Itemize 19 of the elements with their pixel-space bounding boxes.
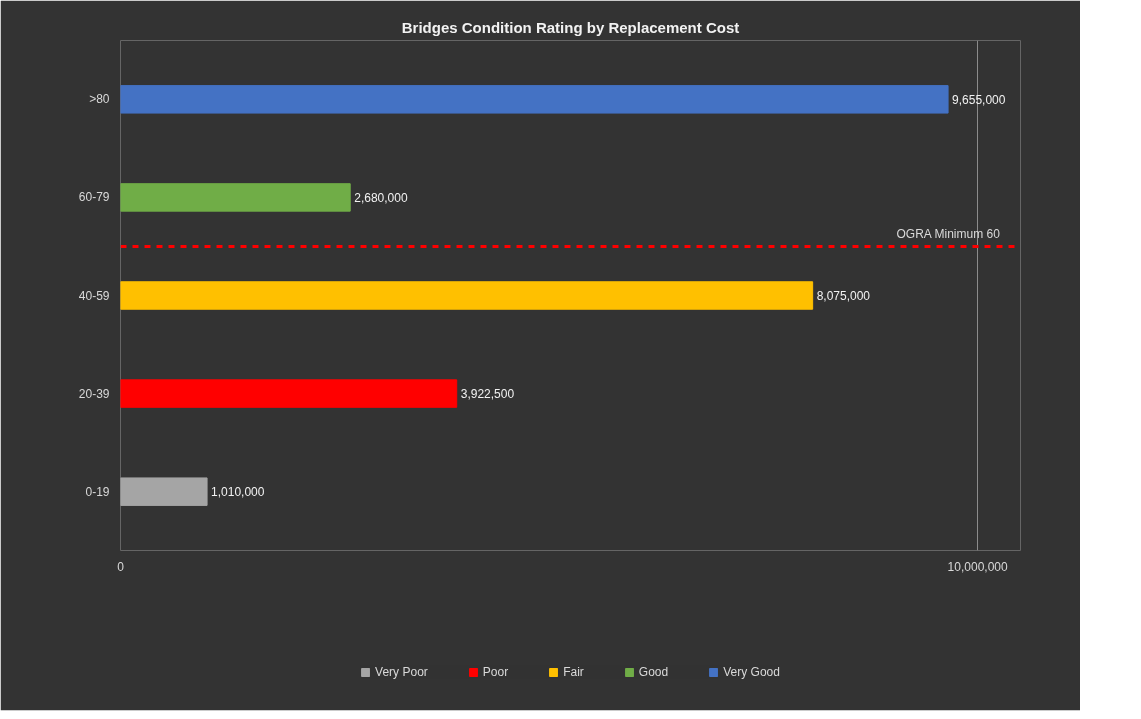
legend-label: Very Good — [723, 665, 780, 680]
legend-label: Fair — [563, 665, 584, 680]
y-tick-label: 0-19 — [85, 484, 110, 499]
chart-title: Bridges Condition Rating by Replacement Cost — [401, 18, 740, 36]
data-label: 2,680,000 — [354, 190, 408, 205]
legend-label: Good — [638, 665, 669, 680]
x-tick-label: 0 — [117, 559, 125, 574]
data-label: 9,655,000 — [952, 92, 1006, 107]
y-tick-label: 20-39 — [78, 386, 110, 401]
y-tick-label: 40-59 — [78, 288, 110, 303]
ref-line-label: OGRA Minimum 60 — [896, 227, 1001, 242]
data-label: 3,922,500 — [460, 387, 515, 402]
x-tick-label: 10,000,000 — [947, 559, 1008, 574]
y-tick-label: 60-79 — [78, 190, 110, 205]
data-label: 1,010,000 — [211, 485, 265, 500]
legend-label: Poor — [482, 665, 509, 680]
legend-label: Very Poor — [375, 665, 428, 680]
data-label: 8,075,000 — [816, 289, 871, 303]
y-tick-label: >80 — [89, 92, 110, 107]
